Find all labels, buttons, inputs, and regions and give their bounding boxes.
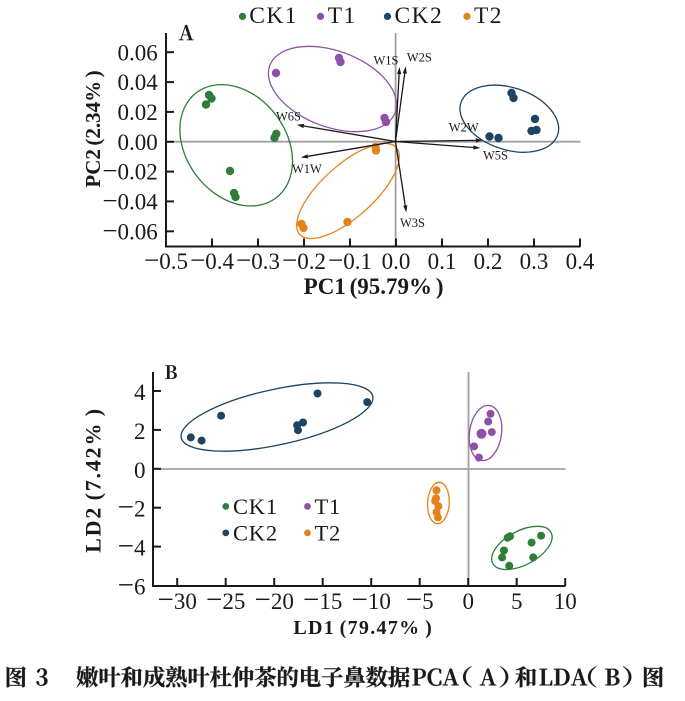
svg-text:0: 0 [134, 458, 146, 483]
svg-text:T2: T2 [315, 521, 342, 546]
svg-text:PC1 (95.79% ): PC1 (95.79% ) [304, 274, 444, 299]
svg-text:−25: −25 [206, 584, 245, 616]
svg-text:CK2: CK2 [395, 3, 444, 29]
svg-text:LD2 (7.42% ): LD2 (7.42% ) [81, 407, 106, 553]
svg-text:0.02: 0.02 [118, 100, 158, 125]
svg-text:0.1: 0.1 [428, 249, 457, 274]
svg-text:W1W: W1W [292, 162, 322, 176]
svg-text:W6S: W6S [276, 110, 301, 124]
svg-text:−5: −5 [406, 584, 434, 616]
svg-text:−0.1: −0.1 [328, 245, 372, 275]
svg-text:−30: −30 [158, 584, 197, 616]
svg-text:W1S: W1S [374, 54, 399, 68]
svg-text:PC2 (2.34% ): PC2 (2.34% ) [81, 70, 105, 187]
svg-text:0.06: 0.06 [118, 40, 158, 65]
svg-text:−20: −20 [255, 584, 294, 616]
svg-text:W5S: W5S [483, 149, 508, 163]
svg-text:W3S: W3S [400, 216, 425, 230]
svg-text:−0.04: −0.04 [102, 186, 158, 216]
svg-text:−0.3: −0.3 [236, 245, 280, 275]
svg-text:T1: T1 [328, 3, 357, 29]
svg-text:0: 0 [462, 589, 474, 614]
svg-text:4: 4 [134, 380, 146, 405]
svg-text:−0.06: −0.06 [102, 215, 157, 245]
svg-text:−2: −2 [118, 492, 146, 524]
svg-text:0.3: 0.3 [520, 249, 549, 274]
svg-text:−6: −6 [118, 570, 146, 602]
svg-text:−0.5: −0.5 [144, 245, 188, 275]
svg-text:5: 5 [511, 589, 523, 614]
svg-text:2: 2 [134, 419, 146, 444]
svg-text:W2S: W2S [407, 51, 432, 65]
svg-text:CK2: CK2 [233, 521, 278, 546]
svg-text:T2: T2 [474, 3, 503, 29]
svg-text:−0.4: −0.4 [190, 245, 234, 275]
svg-text:0.2: 0.2 [474, 249, 503, 274]
svg-text:0.04: 0.04 [118, 70, 159, 95]
svg-text:−4: −4 [118, 531, 146, 563]
svg-text:0.00: 0.00 [118, 130, 158, 155]
svg-text:10: 10 [554, 589, 577, 614]
svg-text:0.4: 0.4 [566, 249, 595, 274]
svg-text:−10: −10 [352, 584, 391, 616]
svg-text:0.0: 0.0 [382, 249, 411, 274]
svg-text:W2W: W2W [449, 121, 479, 135]
svg-text:−0.02: −0.02 [102, 156, 157, 186]
svg-text:T1: T1 [315, 494, 342, 519]
svg-text:CK1: CK1 [233, 494, 278, 519]
svg-text:−15: −15 [303, 584, 342, 616]
svg-text:−0.2: −0.2 [282, 245, 326, 275]
svg-text:LD1 (79.47% ): LD1 (79.47% ) [293, 617, 433, 639]
svg-text:CK1: CK1 [249, 3, 298, 29]
